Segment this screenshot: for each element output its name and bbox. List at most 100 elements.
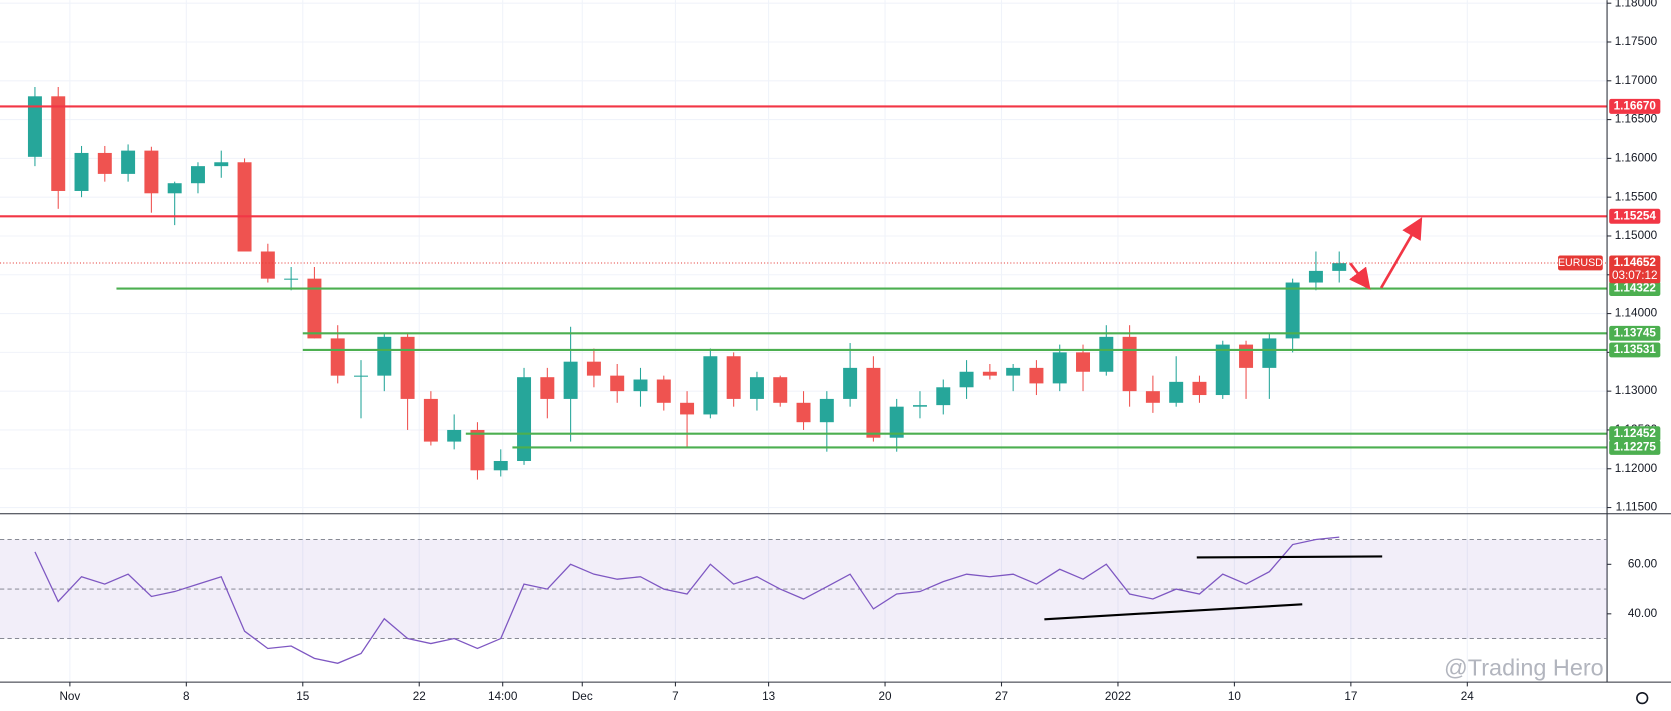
y-tick-label: 1.14000 bbox=[1615, 307, 1658, 320]
candle-body bbox=[1239, 344, 1254, 368]
y-tick-label: 1.11500 bbox=[1616, 501, 1658, 514]
candle-body bbox=[121, 150, 136, 174]
candle-body bbox=[703, 356, 718, 415]
x-tick-label: Nov bbox=[59, 690, 80, 703]
settings-icon[interactable] bbox=[1636, 691, 1649, 705]
grid bbox=[0, 0, 1608, 683]
main-pane bbox=[0, 86, 1608, 480]
candle-body bbox=[1308, 270, 1323, 283]
x-tick-label: 20 bbox=[879, 690, 893, 703]
candle-body bbox=[656, 379, 671, 403]
candle-body bbox=[866, 367, 881, 438]
candle-body bbox=[819, 398, 834, 423]
y-tick-label: 1.13000 bbox=[1615, 384, 1658, 397]
candle-body bbox=[284, 278, 299, 280]
y-tick-label: 1.18000 bbox=[1615, 0, 1658, 9]
candle-body bbox=[144, 150, 159, 194]
candle-body bbox=[354, 375, 368, 377]
candle-body bbox=[400, 336, 415, 399]
candle-body bbox=[330, 338, 345, 376]
candle-body bbox=[237, 162, 252, 252]
candle-body bbox=[563, 361, 578, 399]
candle-body bbox=[959, 371, 974, 388]
candle-body bbox=[889, 406, 904, 438]
level-badge bbox=[1609, 439, 1661, 455]
level-badge bbox=[1609, 426, 1661, 442]
candle-body bbox=[1192, 381, 1207, 396]
candle-body bbox=[1262, 338, 1277, 368]
rsi-trendline bbox=[1044, 603, 1303, 621]
candle-body bbox=[1285, 282, 1300, 339]
candle-body bbox=[936, 387, 951, 406]
y-tick-label: 1.16000 bbox=[1615, 151, 1658, 164]
symbol-label: EURUSD bbox=[1558, 257, 1603, 269]
candle-body bbox=[470, 429, 485, 471]
candle-body bbox=[843, 367, 858, 399]
level-label: 1.16670 bbox=[1614, 99, 1657, 112]
level-label: 1.12452 bbox=[1614, 427, 1657, 440]
last-price-label: 1.14652 bbox=[1614, 256, 1657, 269]
x-tick-label: 15 bbox=[296, 690, 310, 703]
level-label: 1.13745 bbox=[1614, 326, 1657, 339]
last-price-badge bbox=[1609, 255, 1661, 284]
x-tick-label: 22 bbox=[413, 690, 426, 703]
candle-body bbox=[680, 402, 695, 415]
candle-body bbox=[1215, 344, 1230, 396]
level-badge bbox=[1609, 325, 1661, 341]
candle-body bbox=[1052, 352, 1067, 384]
candle-body bbox=[74, 152, 89, 191]
level-badge bbox=[1609, 342, 1661, 358]
candle-body bbox=[51, 96, 66, 191]
candle-body bbox=[982, 371, 997, 376]
watermark: @Trading Hero bbox=[1444, 655, 1604, 681]
x-tick-label: 27 bbox=[995, 690, 1008, 703]
candle-body bbox=[749, 377, 764, 399]
drawing-arrow bbox=[1349, 262, 1371, 290]
x-tick-label: 24 bbox=[1461, 690, 1475, 703]
candle-body bbox=[1145, 391, 1160, 403]
drawing-arrow bbox=[1379, 217, 1423, 289]
candle-body bbox=[1029, 367, 1044, 384]
candle-body bbox=[726, 356, 741, 399]
candle-body bbox=[1076, 352, 1091, 372]
x-tick-label: 13 bbox=[762, 690, 775, 703]
countdown-label: 03:07:12 bbox=[1612, 269, 1658, 282]
candle-body bbox=[1169, 381, 1184, 403]
y-tick-label: 1.17000 bbox=[1615, 74, 1658, 87]
y-tick-label: 1.15000 bbox=[1615, 229, 1658, 242]
candle-body bbox=[1122, 336, 1137, 392]
rsi-y-tick-label: 40.00 bbox=[1628, 607, 1658, 620]
level-badge bbox=[1609, 98, 1661, 114]
candle-body bbox=[796, 402, 811, 423]
candle-body bbox=[610, 375, 625, 392]
y-tick-label: 1.17500 bbox=[1615, 35, 1658, 48]
candle-body bbox=[1332, 263, 1347, 271]
y-tick-label: 1.15500 bbox=[1615, 190, 1658, 203]
symbol-badge bbox=[1558, 255, 1603, 271]
rsi-line bbox=[34, 536, 1340, 664]
candle-body bbox=[1099, 336, 1114, 372]
candle-body bbox=[423, 398, 438, 442]
candle-body bbox=[447, 429, 462, 442]
level-label: 1.15254 bbox=[1614, 209, 1657, 222]
candle-body bbox=[773, 377, 788, 403]
x-tick-label: 7 bbox=[672, 690, 679, 703]
x-tick-label: 8 bbox=[183, 690, 190, 703]
level-label: 1.13531 bbox=[1614, 343, 1657, 356]
level-badge bbox=[1609, 281, 1661, 297]
x-tick-label: 14:00 bbox=[488, 690, 518, 703]
level-badge bbox=[1609, 208, 1661, 224]
y-tick-label: 1.16500 bbox=[1615, 113, 1658, 126]
candle-body bbox=[260, 251, 275, 279]
candle-body bbox=[97, 152, 112, 174]
candle-body bbox=[633, 379, 648, 392]
candle-body bbox=[517, 377, 532, 461]
x-tick-label: Dec bbox=[572, 690, 593, 703]
rsi-y-tick-label: 60.00 bbox=[1628, 557, 1658, 570]
candle-body bbox=[307, 278, 322, 339]
candle-body bbox=[167, 183, 182, 194]
level-label: 1.12275 bbox=[1614, 441, 1657, 454]
candle-body bbox=[540, 377, 555, 399]
